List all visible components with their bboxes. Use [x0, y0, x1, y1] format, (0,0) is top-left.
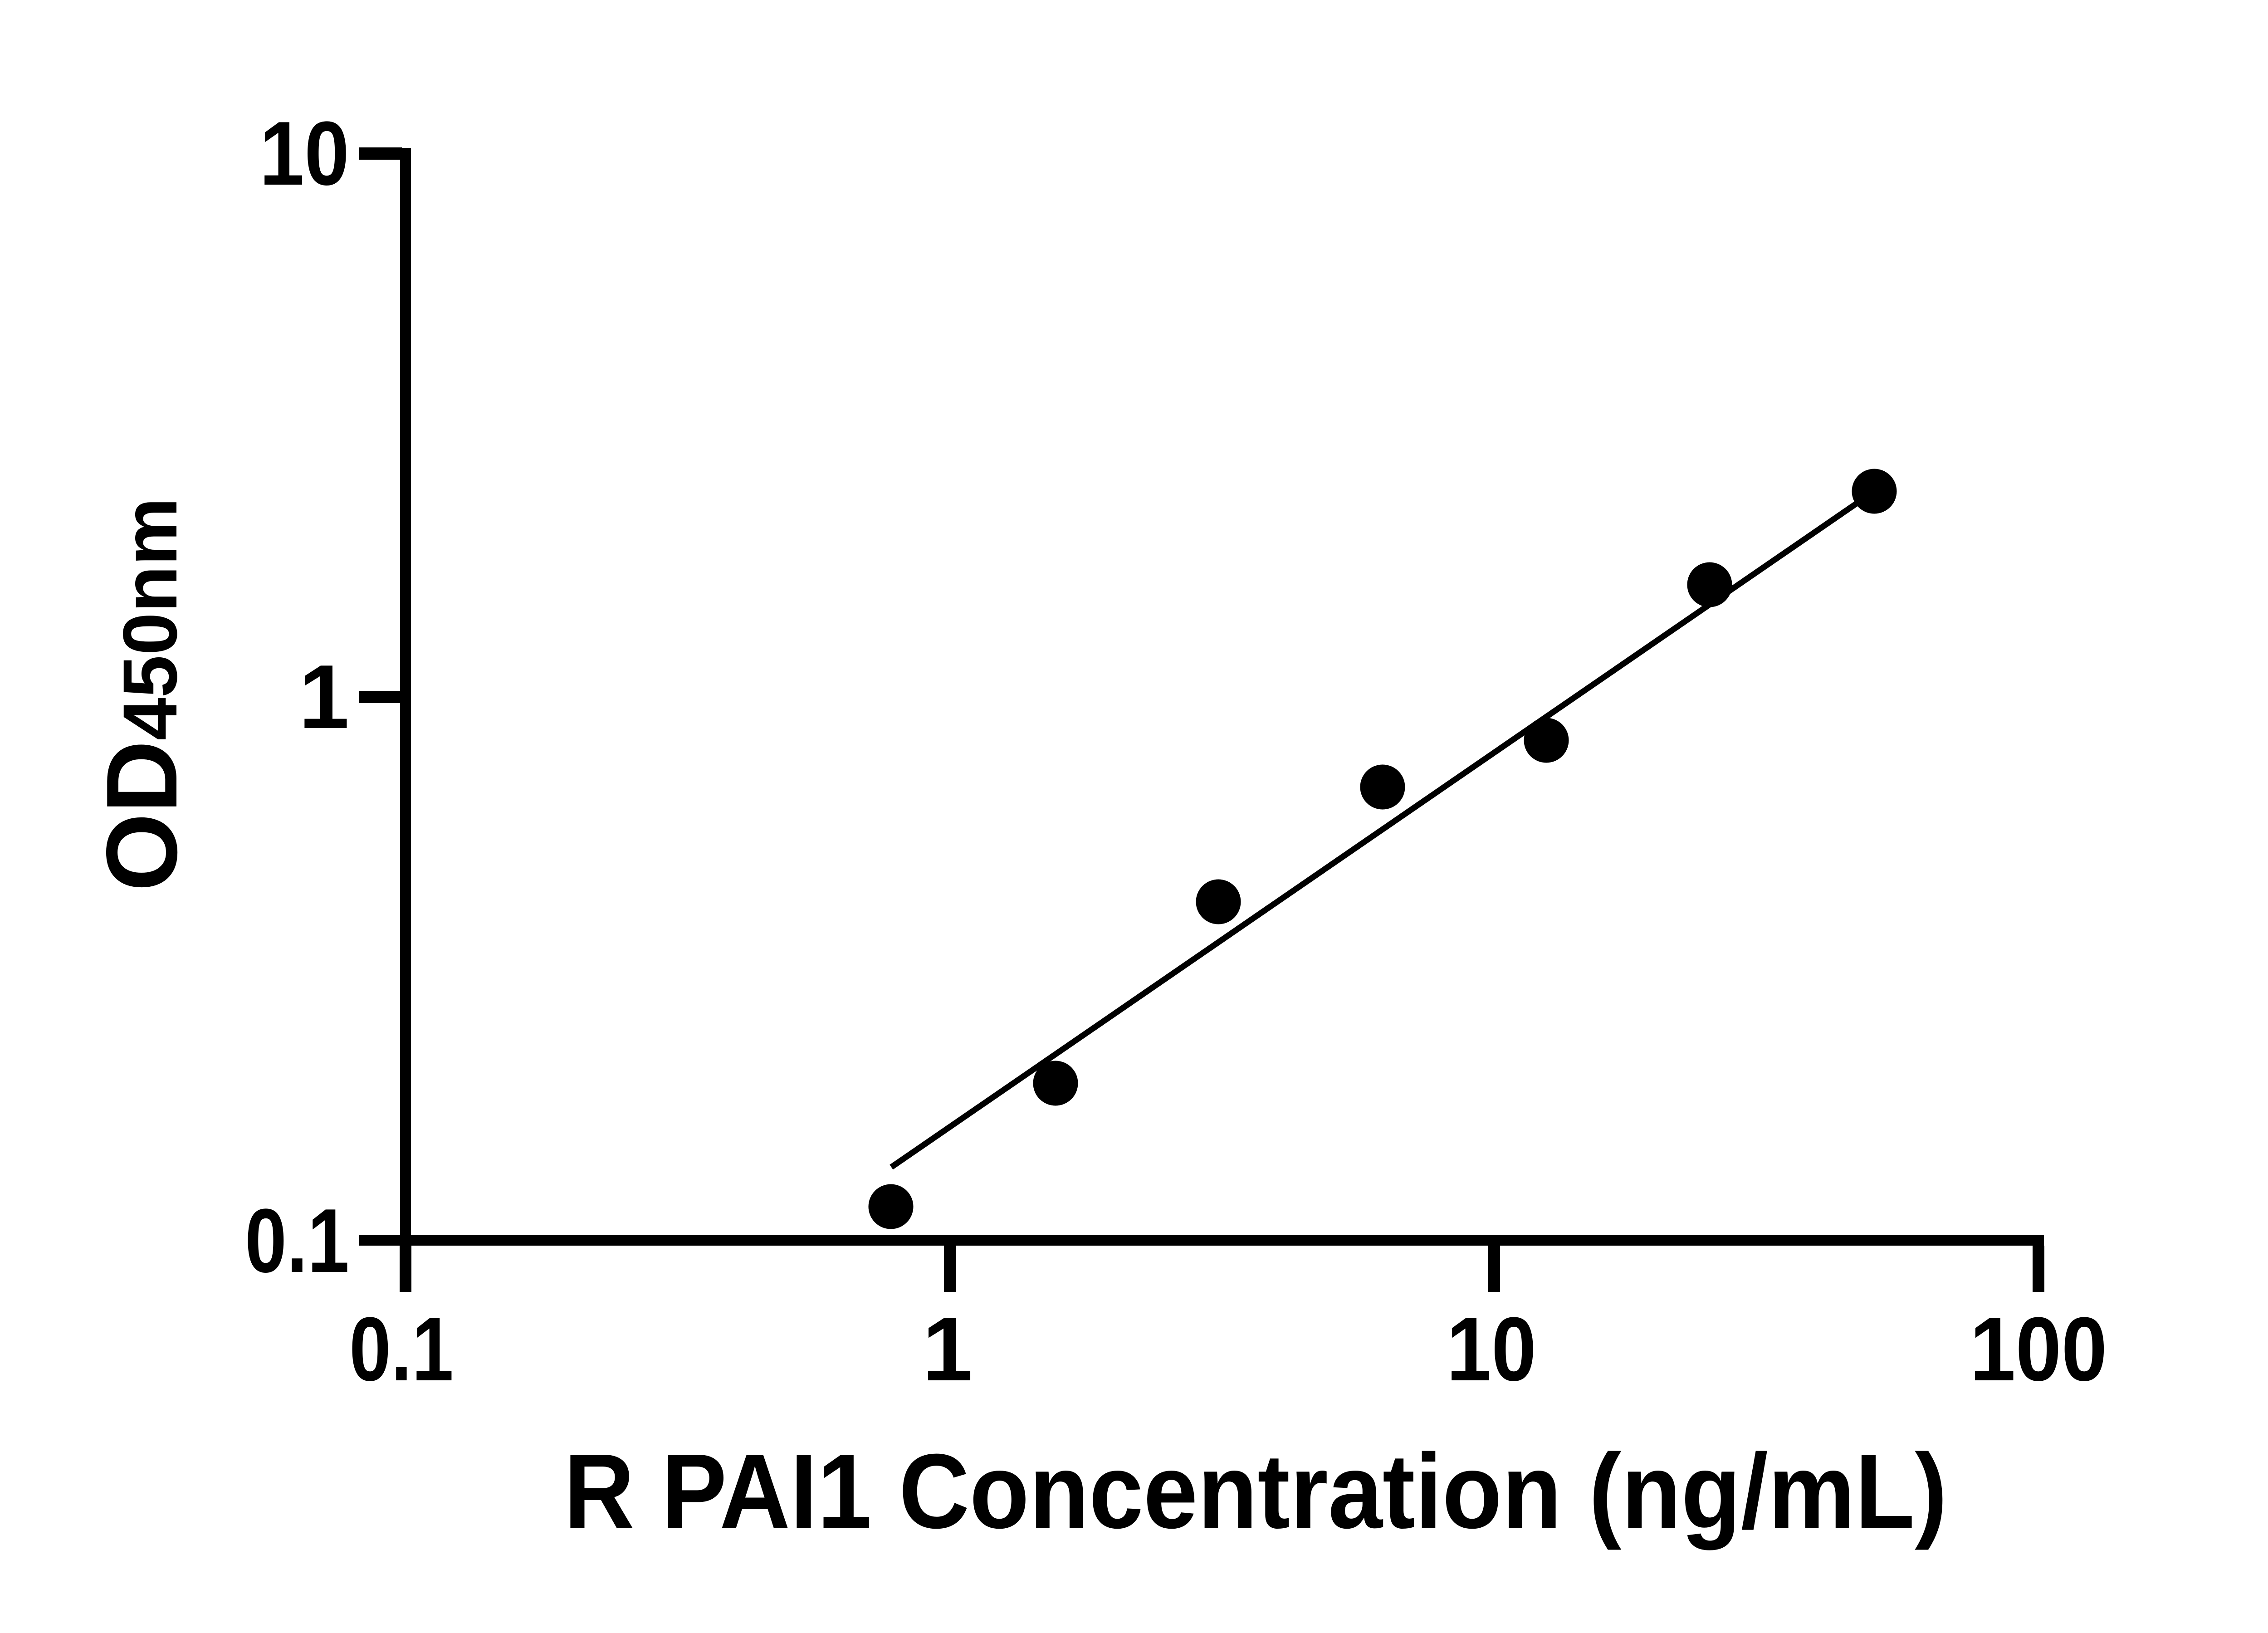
- svg-text:OD450nm: OD450nm: [86, 498, 198, 891]
- svg-text:0.1: 0.1: [349, 1299, 454, 1400]
- svg-text:R PAI1 Concentration (ng/mL): R PAI1 Concentration (ng/mL): [564, 1432, 1947, 1550]
- svg-text:10: 10: [259, 103, 349, 204]
- svg-text:1: 1: [922, 1299, 973, 1400]
- svg-text:100: 100: [1970, 1299, 2107, 1400]
- svg-text:1: 1: [299, 646, 349, 748]
- svg-text:0.1: 0.1: [245, 1190, 349, 1291]
- svg-text:10: 10: [1447, 1299, 1536, 1400]
